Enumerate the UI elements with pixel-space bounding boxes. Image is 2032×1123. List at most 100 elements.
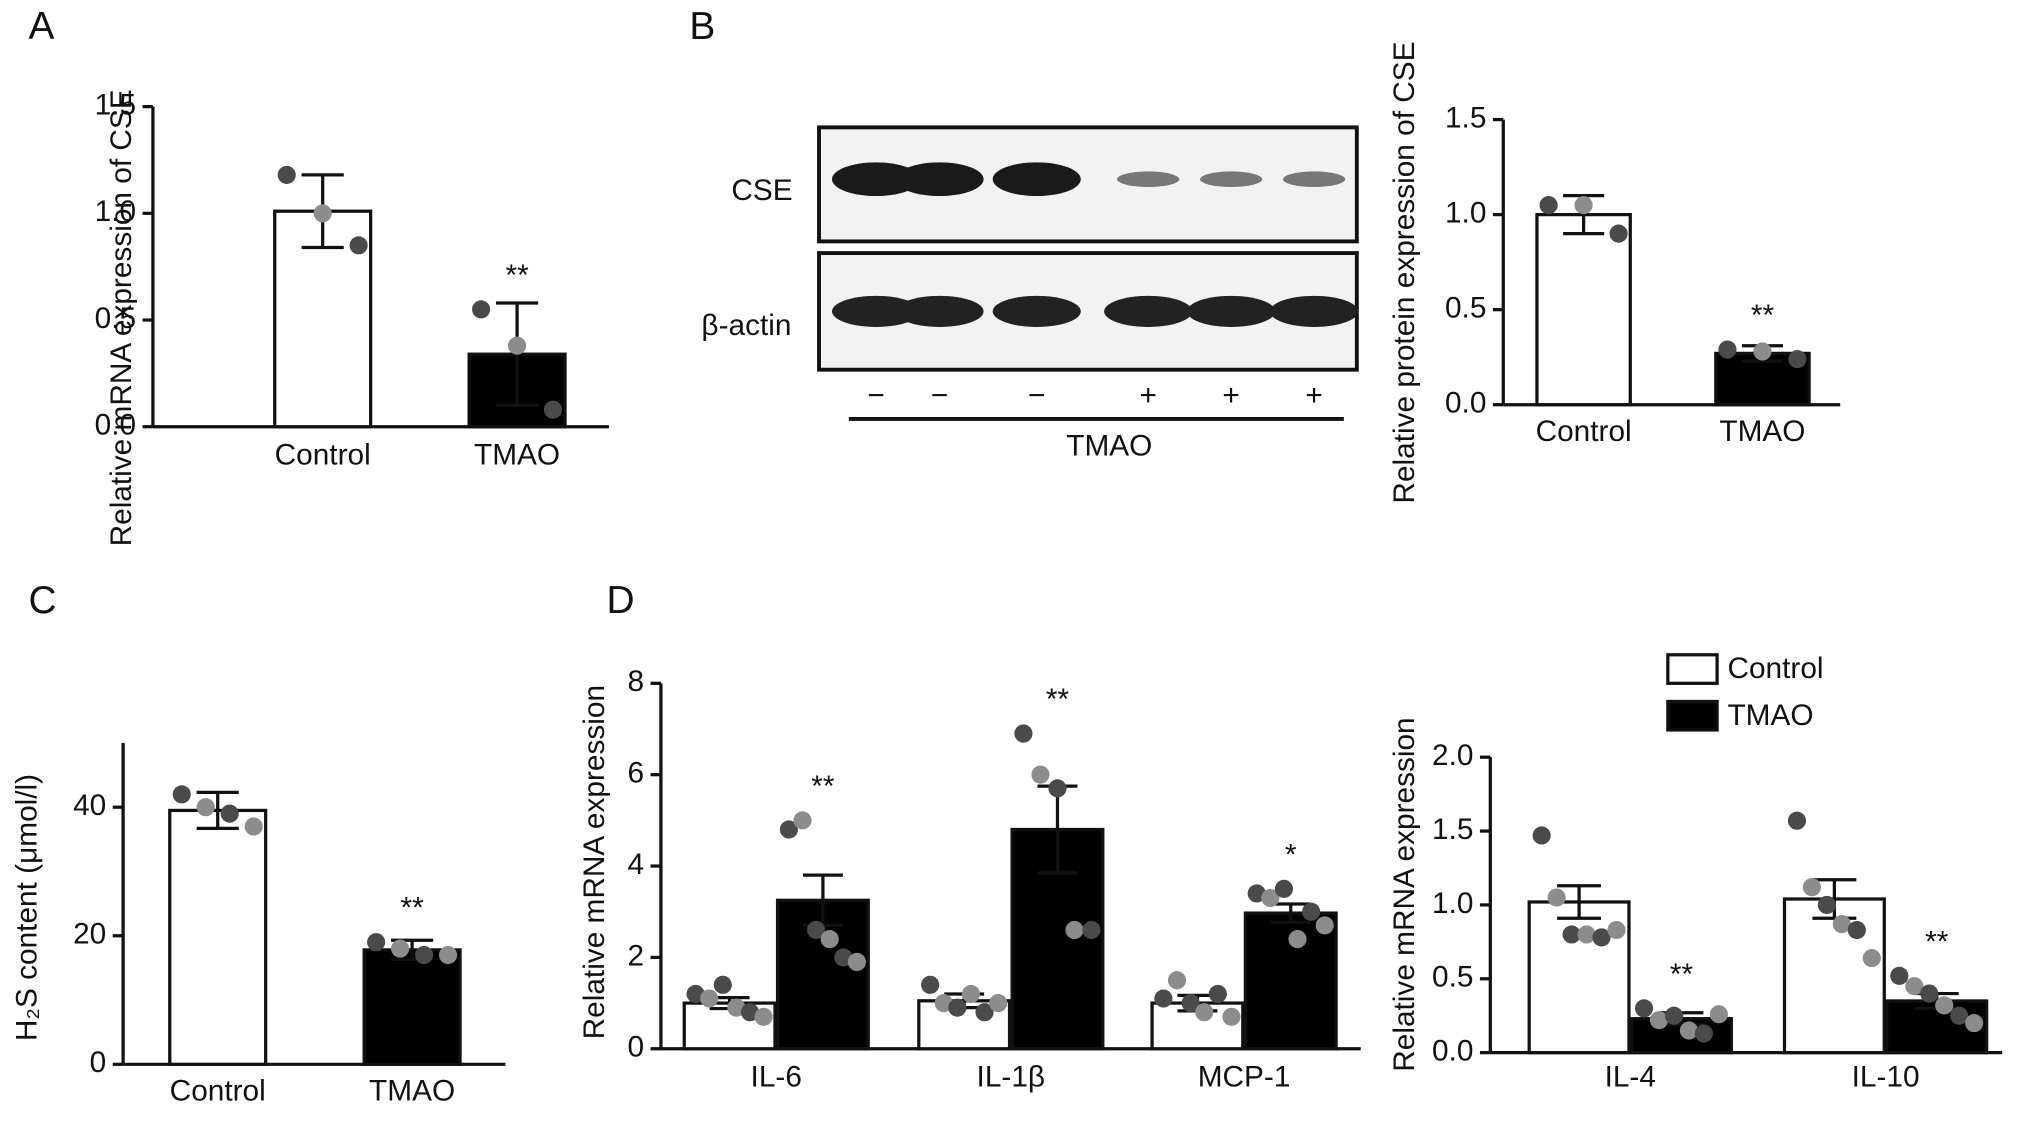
- data-point: [1709, 1005, 1728, 1024]
- bar: [168, 808, 268, 1066]
- y-tick-label: 8: [627, 665, 644, 698]
- blot-band: [1270, 295, 1359, 327]
- significance: **: [1751, 299, 1775, 332]
- data-point: [1574, 196, 1593, 215]
- data-point: [1607, 920, 1626, 940]
- x-tick-label: Control: [170, 1075, 266, 1108]
- data-point: [1315, 916, 1334, 935]
- y-tick-label: 0.5: [95, 302, 136, 335]
- y-tick-label: 1.0: [1432, 887, 1473, 920]
- data-point: [1679, 1021, 1699, 1040]
- y-axis-label: H₂S content (μmol/l): [10, 774, 43, 1041]
- legend-label: Control: [1727, 652, 1823, 685]
- data-point: [1562, 925, 1581, 944]
- x-tick-label: IL-6: [751, 1060, 802, 1093]
- y-tick-label: 1.5: [1432, 813, 1473, 846]
- data-point: [1694, 1024, 1713, 1043]
- data-point: [1222, 1007, 1241, 1026]
- significance: **: [1925, 925, 1949, 958]
- data-point: [1154, 989, 1173, 1008]
- data-point: [1208, 984, 1227, 1004]
- legend-label: TMAO: [1727, 699, 1813, 732]
- data-point: [1965, 1014, 1984, 1033]
- data-point: [961, 984, 981, 1004]
- panel-label: C: [29, 579, 57, 622]
- data-point: [1802, 878, 1821, 897]
- error-bar: [1270, 902, 1311, 924]
- y-tick-label: 0: [627, 1031, 644, 1064]
- data-point: [1288, 930, 1307, 949]
- lane-sign: +: [1139, 379, 1156, 412]
- data-point: [1014, 724, 1033, 743]
- x-tick-label: Control: [275, 438, 371, 471]
- blot-band: [992, 162, 1081, 197]
- data-point: [700, 989, 719, 1008]
- y-tick-label: 1.5: [95, 89, 136, 122]
- data-point: [1609, 224, 1628, 243]
- y-axis-label: Relative mRNA expression: [578, 685, 611, 1039]
- blot-band: [1117, 171, 1180, 187]
- y-tick-label: 40: [73, 789, 106, 822]
- data-point: [1832, 915, 1851, 934]
- data-point: [686, 984, 705, 1004]
- data-point: [740, 1003, 760, 1022]
- data-point: [277, 165, 296, 184]
- y-tick-label: 2.0: [1432, 739, 1473, 772]
- y-axis-label: Relative protein expression of CSE: [1388, 41, 1421, 503]
- data-point: [948, 998, 967, 1017]
- lane-sign: +: [1222, 379, 1239, 412]
- data-point: [1577, 925, 1596, 944]
- significance: **: [811, 770, 835, 803]
- y-tick-label: 20: [73, 918, 106, 951]
- significance: **: [505, 259, 529, 292]
- data-point: [415, 945, 434, 965]
- data-point: [1787, 811, 1807, 830]
- data-point: [1634, 999, 1654, 1018]
- data-point: [779, 820, 798, 839]
- lane-sign: +: [1305, 379, 1322, 412]
- data-point: [1547, 888, 1566, 907]
- data-point: [1247, 884, 1266, 903]
- blot-band: [831, 295, 921, 327]
- data-point: [1788, 350, 1807, 369]
- data-point: [367, 933, 386, 952]
- data-point: [438, 945, 458, 965]
- data-point: [349, 236, 368, 255]
- data-point: [472, 300, 491, 319]
- x-tick-label: Control: [1536, 415, 1632, 448]
- x-tick-label: TMAO: [474, 438, 560, 471]
- data-point: [172, 785, 191, 804]
- legend-swatch: [1666, 653, 1719, 685]
- data-point: [727, 998, 746, 1017]
- y-tick-label: 0.0: [1445, 387, 1486, 420]
- data-point: [1935, 996, 1954, 1015]
- x-tick-label: IL-1β: [977, 1060, 1045, 1093]
- error-bar: [196, 790, 239, 831]
- significance: **: [1046, 683, 1070, 716]
- blot-band: [1282, 171, 1346, 187]
- panel-label: A: [29, 5, 55, 48]
- error-bar: [1812, 878, 1857, 920]
- data-point: [713, 975, 732, 994]
- lane-sign: −: [867, 379, 884, 412]
- blot-band: [1200, 171, 1263, 187]
- data-point: [1950, 1006, 1969, 1025]
- data-point: [1592, 928, 1611, 947]
- data-point: [1274, 879, 1294, 898]
- blot-band: [831, 162, 921, 197]
- y-tick-label: 1.5: [1445, 101, 1486, 134]
- significance: **: [1670, 958, 1694, 991]
- data-point: [1890, 966, 1909, 985]
- significance: *: [1285, 838, 1297, 871]
- data-point: [820, 930, 839, 949]
- blot-band: [1104, 295, 1193, 327]
- legend-swatch: [1666, 699, 1719, 732]
- y-tick-label: 2: [627, 939, 644, 972]
- blot-row-label: β-actin: [701, 309, 791, 342]
- data-point: [313, 204, 332, 223]
- blot-band: [1187, 295, 1276, 327]
- significance: **: [401, 892, 425, 925]
- y-tick-label: 0.5: [1432, 961, 1473, 994]
- data-point: [1817, 895, 1836, 914]
